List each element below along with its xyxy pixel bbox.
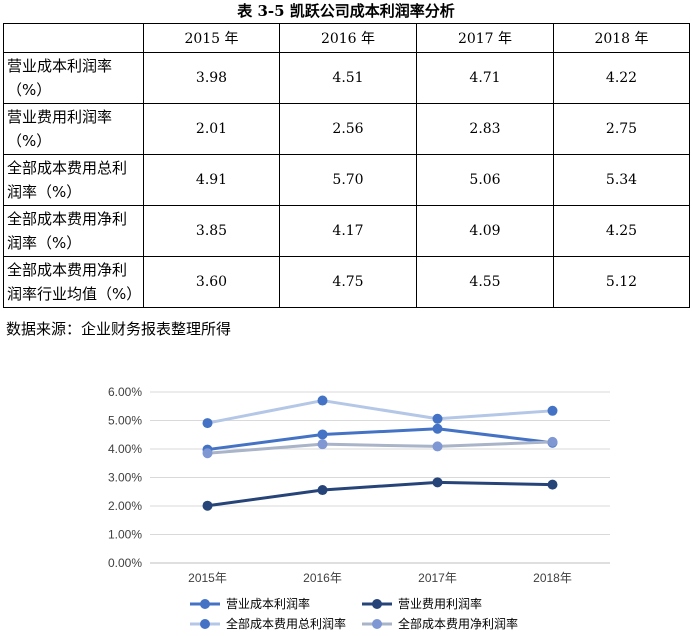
header-cell: 2015 年 [143,23,280,53]
header-cell [3,23,144,53]
table-row: 全部成本费用净利 润率（%） 3.85 4.17 4.09 4.25 [3,205,690,257]
table-cell: 4.55 [416,256,554,308]
table-cell: 5.70 [279,154,417,206]
series-line [207,427,553,452]
table-title: 表 3-5 凯跃公司成本利润率分析 [237,2,455,20]
legend-label: 全部成本费用净利润率 [398,616,518,631]
legend-swatch-marker [372,599,382,609]
table-cell: 3.60 [143,256,280,308]
table-cell: 3.85 [143,205,280,257]
header-cell: 2018 年 [553,23,690,53]
table-row: 全部成本费用总利 润率（%） 4.91 5.70 5.06 5.34 [3,154,690,206]
header-cell: 2017 年 [416,23,554,53]
header-cell: 2016 年 [279,23,417,53]
profit-rate-line-chart: 0.00% 1.00% 2.00% 3.00% 4.00% 5.00% 6.00% 2015年… [108,385,610,631]
data-point [317,439,328,450]
x-tick-label: 2016年 [303,571,342,585]
data-point [432,477,443,488]
data-point [317,429,328,440]
table-cell: 4.71 [416,52,554,104]
profit-rate-table: 2015 年 2016 年 2017 年 2018 年 营业成本利润率 （%） 3… [3,23,690,308]
y-tick-label: 6.00% [108,385,142,399]
legend-swatch-marker [200,599,210,609]
row-label: 全部成本费用净利 润率行业均值（%） [3,256,144,308]
legend-label: 营业费用利润率 [398,596,482,611]
y-tick-label: 5.00% [108,414,142,428]
data-point [202,500,213,511]
x-tick-label: 2017年 [418,571,457,585]
table-cell: 2.56 [279,103,417,155]
table-cell: 4.91 [143,154,280,206]
legend-swatch-marker [200,619,210,629]
row-label: 营业费用利润率 （%） [3,103,144,155]
data-point [432,423,443,434]
x-tick-label: 2015年 [188,571,227,585]
table-cell: 4.51 [279,52,417,104]
data-source-note: 数据来源：企业财务报表整理所得 [6,320,232,338]
y-tick-label: 0.00% [108,556,142,570]
y-tick-label: 2.00% [108,499,142,513]
table-cell: 2.01 [143,103,280,155]
table-cell: 4.25 [553,205,690,257]
y-tick-label: 4.00% [108,442,142,456]
table-row: 营业费用利润率 （%） 2.01 2.56 2.83 2.75 [3,103,690,155]
table-cell: 4.09 [416,205,554,257]
legend-swatch-marker [372,619,382,629]
row-label: 全部成本费用净利 润率（%） [3,205,144,257]
data-point [547,436,558,447]
table-row: 全部成本费用净利 润率行业均值（%） 3.60 4.75 4.55 5.12 [3,256,690,308]
table-row: 营业成本利润率 （%） 3.98 4.51 4.71 4.22 [3,52,690,104]
data-point [432,441,443,452]
data-point [202,418,213,429]
data-point [432,413,443,424]
series-line [207,480,553,508]
table-cell: 2.83 [416,103,554,155]
table-cell: 4.22 [553,52,690,104]
y-tick-label: 1.00% [108,528,142,542]
table-cell: 5.34 [553,154,690,206]
x-tick-label: 2018年 [533,571,572,585]
table-cell: 2.75 [553,103,690,155]
series-line [207,440,553,455]
legend-label: 营业成本利润率 [226,596,310,611]
row-label: 营业成本利润率 （%） [3,52,144,104]
table-cell: 4.17 [279,205,417,257]
table-cell: 3.98 [143,52,280,104]
table-header-row: 2015 年 2016 年 2017 年 2018 年 [3,23,690,53]
table-cell: 5.06 [416,154,554,206]
legend-label: 全部成本费用总利润率 [226,616,346,631]
data-point [317,485,328,496]
y-tick-label: 3.00% [108,471,142,485]
series-line [207,399,553,425]
row-label: 全部成本费用总利 润率（%） [3,154,144,206]
table-cell: 4.75 [279,256,417,308]
table-cell: 5.12 [553,256,690,308]
data-point [202,448,213,459]
data-point [547,479,558,490]
data-point [317,395,328,406]
data-point [547,405,558,416]
